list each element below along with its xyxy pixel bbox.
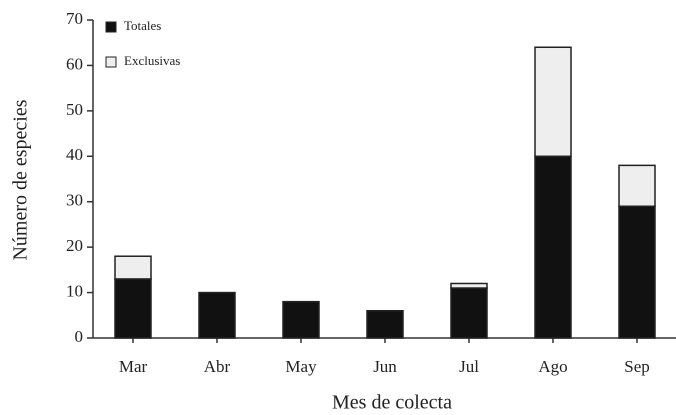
bar-segment <box>450 287 488 339</box>
y-tick-label: 10 <box>66 281 83 300</box>
bar-segment <box>534 46 572 158</box>
y-tick-label: 50 <box>66 100 83 119</box>
x-axis-label: Mes de colecta <box>332 392 452 414</box>
legend-swatch <box>105 56 117 68</box>
bar-segment <box>534 155 572 339</box>
legend-label: Totales <box>124 18 161 33</box>
x-tick-label: Mar <box>119 357 148 376</box>
bar-segment <box>114 255 152 280</box>
y-axis-label: Número de especies <box>10 99 32 260</box>
bar-segment <box>450 282 488 289</box>
bar-segment <box>618 205 656 339</box>
y-tick-label: 30 <box>66 191 83 210</box>
bar-segment <box>198 291 236 339</box>
y-tick-label: 40 <box>66 145 83 164</box>
bar-segment <box>114 278 152 339</box>
bar-segment <box>282 300 320 339</box>
x-tick-label: Jul <box>459 357 479 376</box>
x-tick-label: Abr <box>204 357 231 376</box>
y-tick-label: 20 <box>66 236 83 255</box>
y-tick-label: 60 <box>66 54 83 73</box>
x-tick-label: May <box>285 357 317 376</box>
x-tick-label: Sep <box>624 357 650 376</box>
x-tick-label: Ago <box>538 357 567 376</box>
y-tick-label: 0 <box>75 327 84 346</box>
bar-segment <box>366 309 404 339</box>
x-tick-label: Jun <box>373 357 397 376</box>
y-tick-label: 70 <box>66 9 83 28</box>
legend-swatch <box>105 21 117 33</box>
bar-segment <box>618 164 656 208</box>
legend-label: Exclusivas <box>124 53 180 68</box>
